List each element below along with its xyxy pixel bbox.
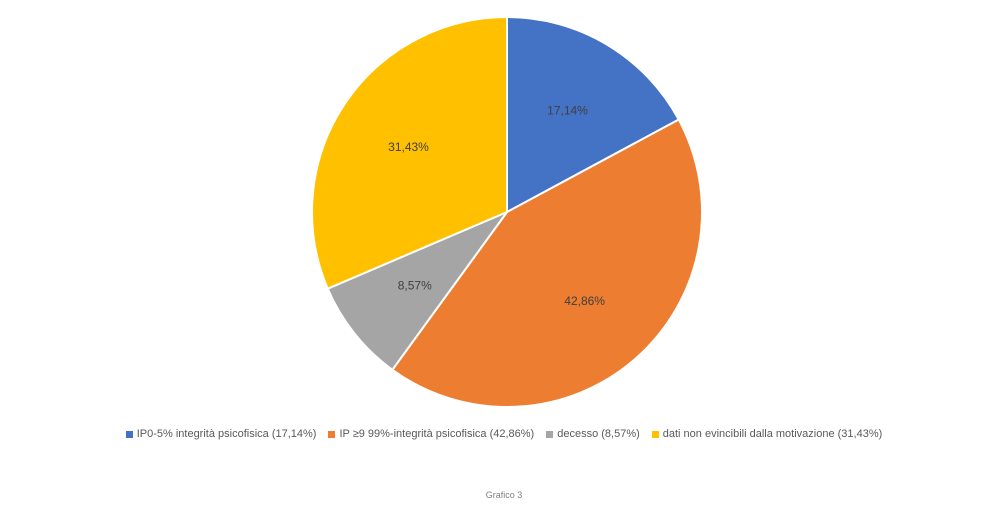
legend-label-2: decesso (8,57%) bbox=[557, 428, 640, 440]
legend-item-3: dati non evincibili dalla motivazione (3… bbox=[651, 428, 883, 440]
slice-data-label-0: 17,14% bbox=[547, 104, 588, 118]
legend-label-1: IP ≥9 99%-integrità psicofisica (42,86%) bbox=[339, 428, 535, 440]
legend-item-0: IP0-5% integrità psicofisica (17,14%) bbox=[125, 428, 317, 440]
pie-slices bbox=[311, 15, 703, 408]
pie-slice-labels: 17,14% 42,86% 8,57% 31,43% bbox=[388, 104, 605, 308]
pie-slice-1 bbox=[390, 118, 703, 408]
figure-caption: Grafico 3 bbox=[485, 490, 523, 500]
slice-data-label-3: 31,43% bbox=[388, 140, 429, 154]
legend-label-0: IP0-5% integrità psicofisica (17,14%) bbox=[136, 428, 317, 440]
pie-chart: 17,14% 42,86% 8,57% 31,43% bbox=[311, 15, 703, 408]
legend-item-2: decesso (8,57%) bbox=[546, 428, 640, 440]
slice-data-label-1: 42,86% bbox=[564, 294, 605, 308]
legend-swatch-1 bbox=[328, 430, 336, 438]
legend-swatch-0 bbox=[125, 430, 133, 438]
legend-swatch-2 bbox=[546, 430, 554, 438]
pie-slice-2 bbox=[326, 209, 510, 372]
pie-slice-3 bbox=[311, 15, 508, 290]
legend-label-3: dati non evincibili dalla motivazione (3… bbox=[662, 428, 883, 440]
chart-legend: IP0-5% integrità psicofisica (17,14%) IP … bbox=[0, 428, 1008, 440]
legend-item-1: IP ≥9 99%-integrità psicofisica (42,86%) bbox=[328, 428, 534, 440]
legend-swatch-3 bbox=[651, 430, 659, 438]
pie-slice-0 bbox=[506, 15, 681, 214]
slice-data-label-2: 8,57% bbox=[398, 279, 432, 293]
